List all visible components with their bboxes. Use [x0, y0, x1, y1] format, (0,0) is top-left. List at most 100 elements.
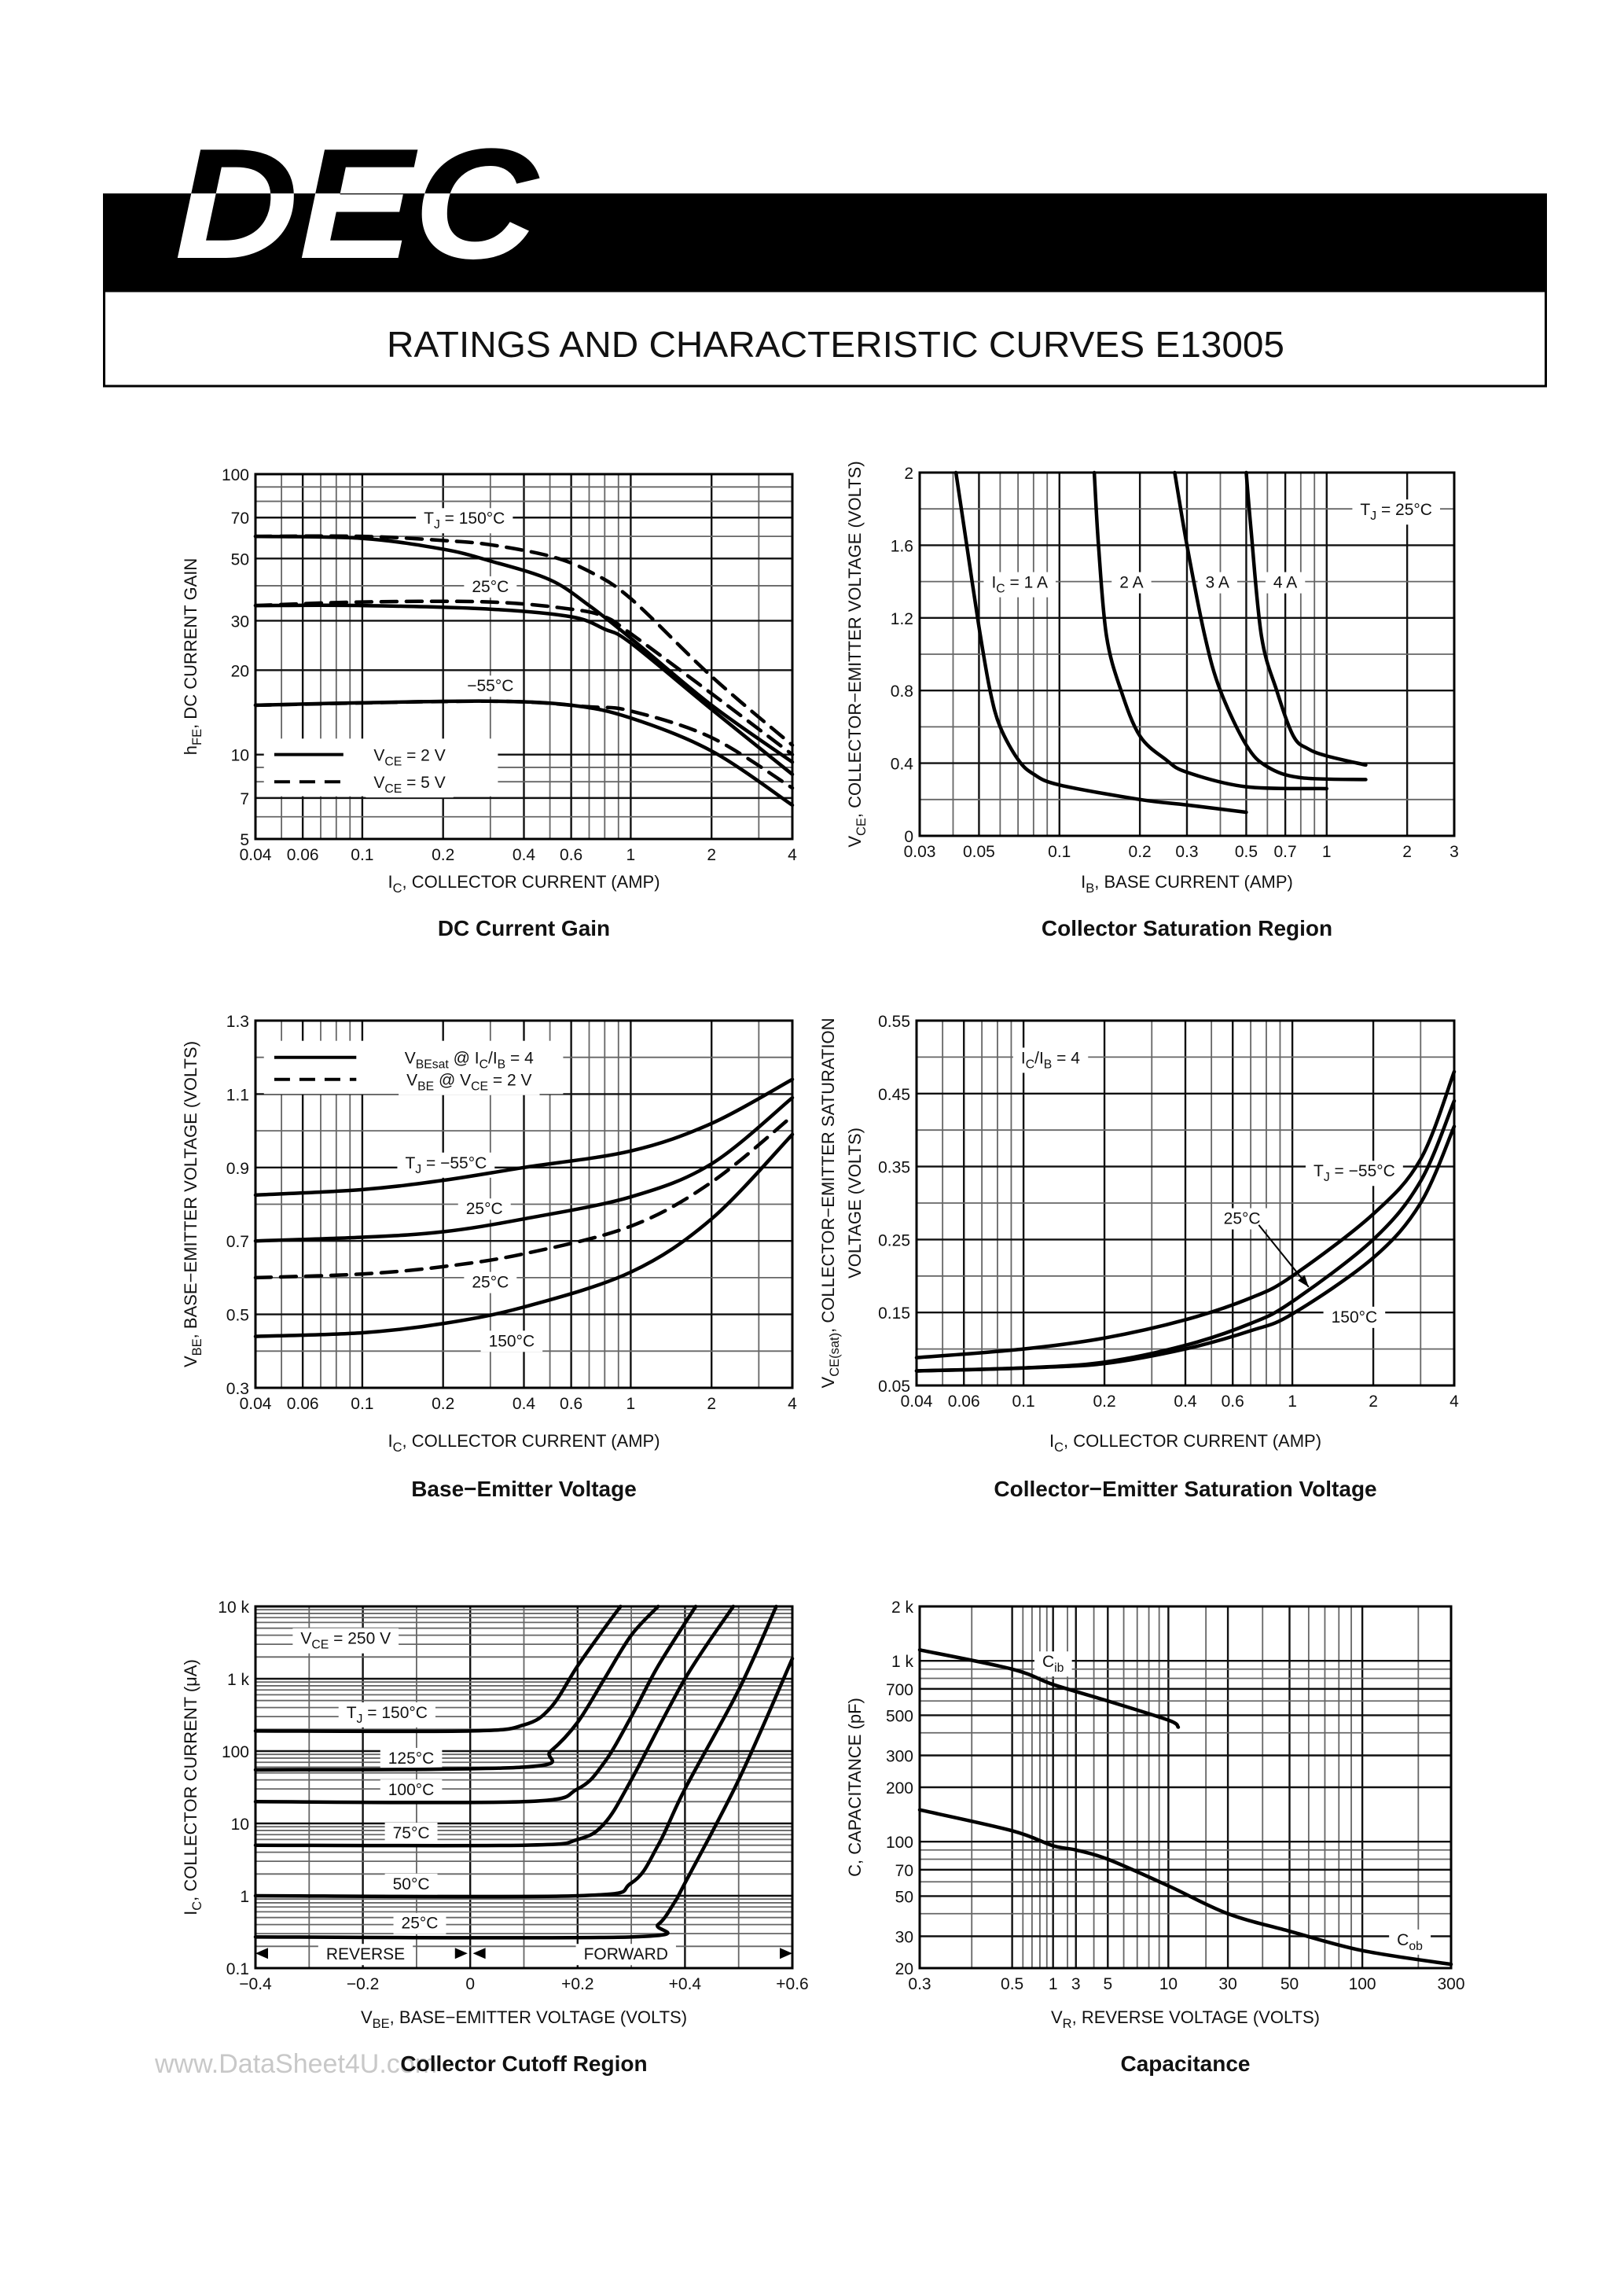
series-line: [253, 1095, 795, 1243]
y-tick-label: 2 k: [891, 1599, 914, 1617]
annotation-arrow: [1258, 1224, 1310, 1288]
x-tick-label: 0.3: [1175, 843, 1198, 861]
y-tick-label: 50: [895, 1888, 913, 1906]
x-tick-label: 0.4: [513, 846, 536, 864]
annotation-background: [292, 1628, 399, 1654]
x-tick-label: 2: [707, 846, 716, 864]
charts: TJ = 150°C 25°C −55°C VCE = 2 V VCE = 5 V 0.0…: [181, 461, 1465, 2076]
chart-title: Capacitance: [1121, 2051, 1251, 2076]
annotation-label: FORWARD: [584, 1945, 668, 1963]
y-tick-label: 0.55: [878, 1013, 910, 1031]
series-line: [914, 1069, 1457, 1360]
annotation-background: [983, 572, 1056, 598]
company-logo: DEC: [175, 116, 540, 292]
y-tick-label: 7: [240, 790, 249, 808]
annotation-background: [1012, 1047, 1089, 1073]
x-tick-label: 5: [1103, 1975, 1112, 1993]
plot-frame: [918, 471, 1456, 837]
y-tick-label: 0.4: [891, 756, 914, 774]
y-axis-label: IC, COLLECTOR CURRENT (μA): [181, 1659, 204, 1915]
chart-title: Collector Cutoff Region: [400, 2051, 647, 2076]
annotation-background: [384, 1822, 438, 1844]
annotation-label: 25°C: [472, 1274, 509, 1292]
x-tick-label: 1: [626, 846, 636, 864]
y-tick-label: 1.1: [226, 1086, 249, 1104]
header: DEC DEC RATINGS AND CHARACTERISTIC CURVE…: [103, 116, 1547, 388]
series-line: [253, 1604, 736, 1848]
x-tick-label: 0.04: [240, 1395, 272, 1413]
y-tick-label: 1.2: [891, 610, 913, 628]
y-axis-label: hFE, DC CURRENT GAIN: [181, 558, 204, 756]
annotation-background: [338, 1702, 435, 1728]
chart-4: IC/IB = 4 TJ = −55°C 25°C 150°C 0.04 0.06 0.1 0…: [818, 1013, 1459, 1501]
chart-title: Base−Emitter Voltage: [411, 1477, 637, 1501]
annotation-label: Cob: [1397, 1931, 1423, 1953]
x-tick-label: 0.5: [1001, 1975, 1023, 1993]
y-tick-label: 0.5: [226, 1307, 249, 1325]
x-tick-label: 0.3: [908, 1975, 931, 1993]
series-line: [253, 1604, 660, 1772]
series: [917, 1648, 1453, 1967]
annotation-background: [457, 1198, 511, 1220]
annotation-background: [380, 1779, 443, 1801]
y-tick-label: 100: [886, 1834, 913, 1852]
y-tick-label: 0.9: [226, 1160, 249, 1178]
x-tick-label: 0.2: [1129, 843, 1152, 861]
annotation-background: [1389, 1929, 1431, 1955]
series-line: [1244, 470, 1368, 767]
annotation-background: [464, 1271, 517, 1293]
annotation-background: [416, 508, 513, 534]
annotation-label: 25°C: [472, 578, 509, 596]
x-tick-label: 0.06: [948, 1393, 980, 1411]
annotations: TJ = 150°C 25°C −55°C VCE = 2 V VCE = 5 V: [366, 508, 522, 798]
grid: [918, 471, 1456, 837]
series-line: [1092, 470, 1329, 791]
x-tick-label: 50: [1280, 1975, 1299, 1993]
y-tick-label: 0.35: [878, 1159, 910, 1177]
series-line: [253, 1077, 795, 1198]
annotation-label: TJ = 150°C: [347, 1704, 428, 1726]
chart-6: Cib Cob 0.3 0.5 1 3 5 10 30 50 100 300 20 30 50 70 100 20…: [845, 1599, 1465, 2076]
chart-title: DC Current Gain: [438, 916, 610, 940]
y-axis-label: VBE, BASE−EMITTER VOLTAGE (VOLTS): [181, 1041, 204, 1367]
annotation-background: [366, 772, 454, 798]
x-tick-label: 0.1: [1012, 1393, 1034, 1411]
annotation-label: 25°C: [402, 1915, 439, 1933]
series-line: [253, 1604, 623, 1734]
annotation-background: [384, 1873, 438, 1895]
series: [953, 470, 1368, 815]
annotation-label: 25°C: [1224, 1210, 1261, 1228]
annotation-label: −55°C: [467, 677, 513, 695]
y-tick-label: 10 k: [218, 1599, 249, 1617]
y-tick-label: 1 k: [891, 1653, 914, 1671]
y-tick-label: 0.05: [878, 1378, 910, 1396]
plot-frame: [254, 1605, 794, 1970]
annotations: IC = 1 A 2 A 3 A 4 A TJ = 25°C: [983, 499, 1440, 598]
annotation-label: 125°C: [388, 1750, 435, 1768]
y-axis-label: VOLTAGE (VOLTS): [845, 1128, 865, 1279]
series-line: [917, 1808, 1453, 1967]
annotation-background: [1197, 572, 1237, 594]
y-tick-label: 5: [240, 831, 249, 849]
y-tick-label: 70: [231, 510, 249, 528]
annotation-background: [464, 576, 517, 598]
y-tick-label: 100: [222, 1743, 249, 1761]
series: [914, 1069, 1457, 1373]
y-tick-label: 2: [904, 465, 913, 483]
annotation-background: [366, 745, 454, 771]
annotation-label: TJ = 25°C: [1360, 501, 1432, 523]
annotation-label: 4 A: [1273, 574, 1297, 592]
x-axis-label: IC, COLLECTOR CURRENT (AMP): [1049, 1431, 1321, 1455]
x-tick-label: +0.6: [776, 1975, 808, 1993]
x-tick-label: 3: [1449, 843, 1459, 861]
series: [253, 1604, 795, 1940]
y-axis-label: VCE(sat), COLLECTOR−EMITTER SATURATION: [818, 1018, 842, 1389]
x-tick-label: 0.6: [1222, 1393, 1244, 1411]
x-tick-label: 2: [707, 1395, 716, 1413]
y-tick-label: 30: [231, 613, 249, 631]
x-tick-label: 0.03: [904, 843, 936, 861]
plot-frame: [915, 1019, 1456, 1387]
series-line: [253, 599, 795, 756]
